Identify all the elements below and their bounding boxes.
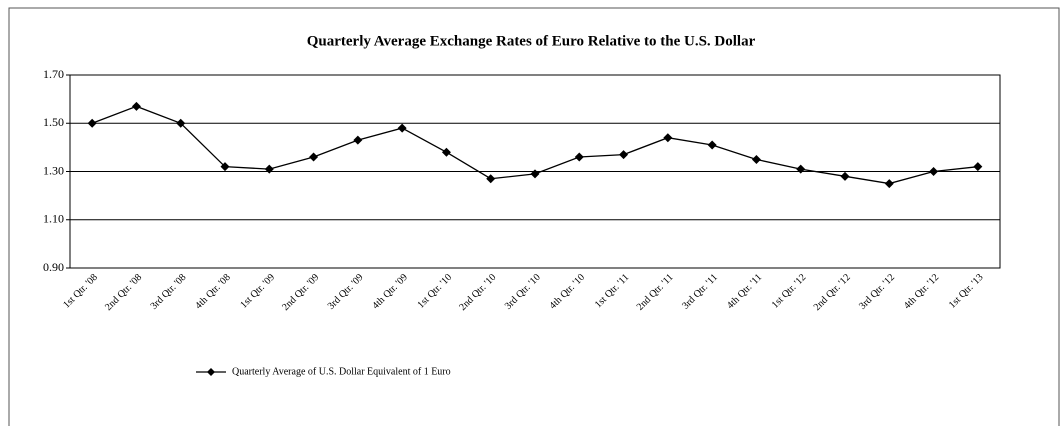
marker [176,118,186,128]
x-tick-label: 3rd Qtr. '10 [503,272,543,312]
x-tick-label: 2nd Qtr. '10 [457,272,498,313]
x-tick-label: 2nd Qtr. '08 [103,272,144,313]
marker [619,150,629,160]
marker [220,162,230,172]
legend-marker [207,368,215,376]
marker [131,101,141,111]
x-tick-label: 1st Qtr. '10 [415,272,454,311]
marker [751,154,761,164]
x-tick-label: 1st Qtr. '08 [61,272,100,311]
marker [884,179,894,189]
x-tick-label: 4th Qtr. '08 [193,272,232,311]
marker [530,169,540,179]
x-tick-label: 2nd Qtr. '09 [280,272,321,313]
marker [397,123,407,133]
marker [264,164,274,174]
marker [929,167,939,176]
x-tick-label: 1st Qtr. '13 [947,272,986,311]
chart-frame [8,7,1060,426]
marker [353,135,363,145]
x-tick-label: 3rd Qtr. '12 [857,272,897,312]
x-tick-label: 4th Qtr. '11 [725,272,764,311]
y-tick-label: 1.70 [43,67,64,81]
x-tick-label: 2nd Qtr. '12 [812,272,853,313]
marker [663,133,673,143]
chart-title: Quarterly Average Exchange Rates of Euro… [307,33,756,49]
marker [707,140,717,150]
x-tick-label: 4th Qtr. '10 [548,272,587,311]
marker [796,164,806,174]
x-tick-label: 3rd Qtr. '08 [149,272,189,312]
x-tick-label: 4th Qtr. '12 [902,272,941,311]
y-tick-label: 0.90 [43,260,64,274]
y-tick-label: 1.30 [43,163,64,177]
x-tick-label: 2nd Qtr. '11 [635,272,676,313]
marker [441,147,451,157]
marker [87,118,97,128]
y-tick-label: 1.50 [43,115,64,129]
marker [574,152,584,162]
x-tick-label: 4th Qtr. '09 [370,272,409,311]
x-tick-label: 1st Qtr. '12 [770,272,809,311]
x-tick-label: 3rd Qtr. '09 [326,272,366,312]
x-tick-label: 1st Qtr. '11 [593,272,631,310]
marker [840,171,850,181]
marker [973,162,983,172]
marker [309,152,319,162]
x-tick-label: 1st Qtr. '09 [238,272,277,311]
y-tick-label: 1.10 [43,212,64,226]
marker [486,174,496,184]
x-tick-label: 3rd Qtr. '11 [680,272,720,312]
legend-label: Quarterly Average of U.S. Dollar Equival… [232,366,451,377]
